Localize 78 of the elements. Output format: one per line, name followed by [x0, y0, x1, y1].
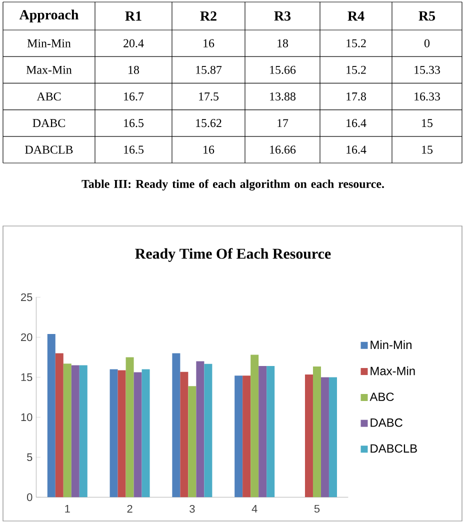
data-label: 16 — [204, 146, 214, 154]
legend-label: Max-Min — [370, 366, 415, 376]
legend-label: ABC — [370, 392, 394, 402]
bar — [312, 366, 321, 498]
bar — [55, 353, 64, 498]
bar — [266, 366, 275, 498]
category-label: R4 — [348, 11, 364, 21]
data-label: 15 — [422, 119, 433, 128]
y-tick-label: 25 — [21, 293, 32, 302]
x-tick-label: 3 — [190, 504, 195, 513]
data-label: 16.4 — [346, 119, 366, 128]
data-label: 17.5 — [199, 92, 218, 101]
legend-label: DABC — [370, 418, 402, 427]
legend-label: DABCLB — [370, 444, 417, 453]
y-tick-label: 0 — [27, 493, 32, 502]
y-tick-label: 10 — [21, 413, 32, 422]
bar — [71, 365, 80, 498]
data-label: 16 — [204, 39, 214, 48]
x-tick-label: 5 — [314, 504, 320, 513]
bar — [63, 364, 72, 498]
text: Table III: Ready time of each algorithm on each resource. — [82, 179, 384, 191]
bar — [126, 357, 134, 498]
text: Max-Min — [26, 66, 72, 74]
bar — [250, 354, 259, 498]
data-label: 16.66 — [270, 146, 296, 154]
category-label: R5 — [418, 11, 436, 21]
data-label: 15.2 — [346, 66, 366, 74]
x-tick-label: 1 — [65, 504, 70, 513]
text: Min-Min — [27, 39, 71, 48]
data-label: 16.5 — [124, 146, 144, 154]
bar — [142, 369, 150, 498]
category-label: R1 — [125, 11, 142, 21]
data-label: 15.2 — [346, 39, 366, 48]
bar — [188, 386, 196, 498]
data-label: 15.87 — [196, 66, 222, 74]
bar — [180, 372, 188, 498]
text: DABC — [32, 119, 65, 128]
text: Approach — [19, 10, 78, 22]
data-label: 15 — [422, 146, 433, 154]
bar — [242, 376, 251, 498]
category-label: R2 — [200, 11, 216, 21]
x-tick-label: 2 — [127, 504, 132, 513]
data-label: 16.33 — [414, 92, 440, 101]
bar — [110, 369, 118, 498]
text: ABC — [36, 92, 61, 101]
data-label: 15.33 — [414, 66, 440, 74]
chart-title: Ready Time Of Each Resource — [135, 248, 331, 262]
y-tick-label: 20 — [21, 333, 32, 342]
bar — [328, 377, 337, 498]
legend-label: Min-Min — [370, 340, 412, 349]
bar — [172, 353, 180, 498]
category-label: R3 — [274, 11, 291, 21]
data-label: 15.62 — [196, 119, 222, 128]
data-label: 18 — [278, 39, 288, 48]
bar — [258, 366, 267, 498]
y-tick-label: 15 — [21, 373, 32, 382]
bar — [134, 372, 142, 498]
data-label: 20.4 — [124, 39, 144, 48]
bar — [196, 361, 204, 498]
text: DABCLB — [25, 146, 73, 154]
bar — [118, 370, 126, 498]
data-label: 17 — [278, 119, 288, 128]
data-label: 16.4 — [346, 146, 366, 154]
data-label: 16.7 — [124, 92, 144, 101]
data-label: 0 — [424, 39, 430, 48]
bar — [79, 365, 88, 498]
bar — [47, 334, 56, 498]
data-label: 15.66 — [270, 66, 296, 74]
y-tick-label: 5 — [27, 453, 32, 462]
bar — [204, 364, 212, 498]
bar — [304, 374, 313, 498]
data-label: 13.88 — [270, 92, 296, 101]
data-label: 17.8 — [346, 92, 366, 101]
bar — [234, 376, 243, 498]
x-tick-label: 4 — [252, 504, 258, 513]
data-label: 16.5 — [124, 119, 144, 128]
bar — [320, 377, 329, 498]
data-label: 18 — [128, 66, 140, 74]
